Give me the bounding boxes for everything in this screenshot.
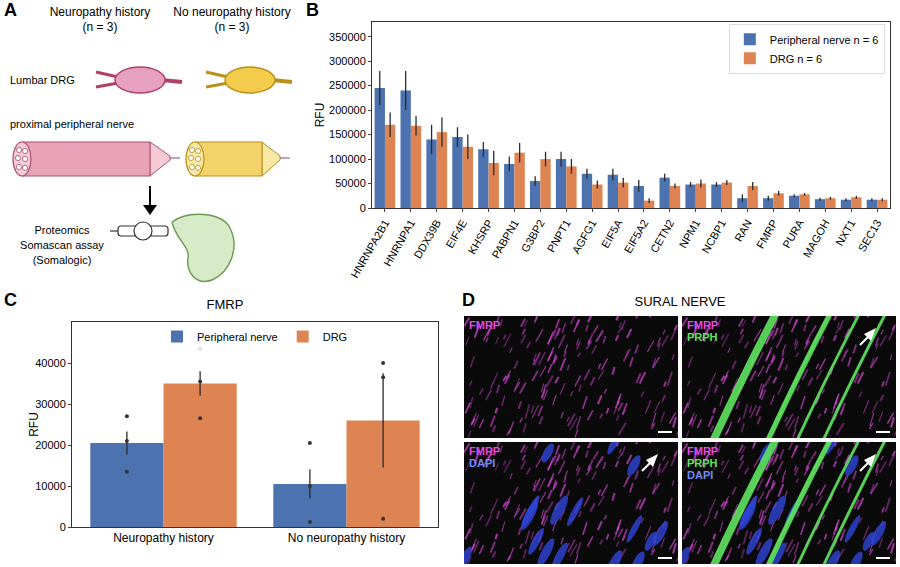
svg-text:20000: 20000 bbox=[35, 439, 66, 451]
svg-text:PNPT1: PNPT1 bbox=[545, 217, 573, 254]
svg-text:EIF5A: EIF5A bbox=[599, 217, 625, 250]
svg-text:350000: 350000 bbox=[329, 31, 366, 43]
svg-text:(n = 3): (n = 3) bbox=[82, 20, 117, 34]
svg-text:FMRP: FMRP bbox=[754, 217, 780, 250]
svg-text:FMRP: FMRP bbox=[687, 319, 718, 331]
svg-text:250000: 250000 bbox=[329, 79, 366, 91]
svg-text:200000: 200000 bbox=[329, 104, 366, 116]
svg-text:Somascan assay: Somascan assay bbox=[20, 239, 104, 251]
svg-text:NCBP1: NCBP1 bbox=[699, 217, 728, 255]
html-text:A: A bbox=[4, 0, 17, 20]
svg-text:MAGOH: MAGOH bbox=[801, 217, 832, 259]
svg-text:DAPI: DAPI bbox=[687, 469, 713, 481]
svg-text:FMRP: FMRP bbox=[687, 445, 718, 457]
svg-text:10000: 10000 bbox=[35, 480, 66, 492]
html-text:B: B bbox=[306, 0, 319, 20]
svg-text:No neuropathy history: No neuropathy history bbox=[173, 5, 290, 19]
svg-text:40000: 40000 bbox=[35, 357, 66, 369]
svg-text:PABPN1: PABPN1 bbox=[489, 217, 521, 260]
svg-text:RFU: RFU bbox=[27, 412, 41, 437]
svg-text:SURAL NERVE: SURAL NERVE bbox=[634, 294, 725, 309]
svg-text:Peripheral nerve: Peripheral nerve bbox=[197, 331, 278, 343]
svg-text:30000: 30000 bbox=[35, 398, 66, 410]
html-text:C: C bbox=[4, 290, 17, 310]
svg-text:DRG n = 6: DRG n = 6 bbox=[770, 53, 822, 65]
svg-text:0: 0 bbox=[360, 202, 366, 214]
html-text:D: D bbox=[462, 290, 475, 310]
svg-text:FMRP: FMRP bbox=[207, 297, 244, 312]
svg-text:Peripheral nerve n = 6: Peripheral nerve n = 6 bbox=[770, 34, 879, 46]
svg-text:Proteomics: Proteomics bbox=[34, 224, 90, 236]
svg-text:KHSRP: KHSRP bbox=[466, 217, 495, 256]
svg-text:No neuropathy history: No neuropathy history bbox=[288, 531, 405, 545]
svg-text:HNRNPA1: HNRNPA1 bbox=[381, 217, 417, 268]
svg-text:EIF4E: EIF4E bbox=[443, 217, 469, 249]
svg-text:proximal peripheral nerve: proximal peripheral nerve bbox=[10, 118, 134, 130]
svg-text:(n = 3): (n = 3) bbox=[214, 20, 249, 34]
svg-text:G3BP2: G3BP2 bbox=[519, 217, 547, 254]
svg-text:DDX39B: DDX39B bbox=[411, 217, 443, 260]
svg-text:SEC13: SEC13 bbox=[856, 217, 884, 253]
svg-text:PRPH: PRPH bbox=[687, 331, 718, 343]
svg-text:50000: 50000 bbox=[335, 177, 366, 189]
svg-text:300000: 300000 bbox=[329, 55, 366, 67]
svg-text:100000: 100000 bbox=[329, 153, 366, 165]
svg-text:Neuropathy history: Neuropathy history bbox=[50, 5, 151, 19]
svg-text:AGFG1: AGFG1 bbox=[570, 217, 599, 255]
svg-text:Neuropathy history: Neuropathy history bbox=[113, 531, 214, 545]
svg-text:PURA: PURA bbox=[780, 217, 806, 250]
svg-text:NXT1: NXT1 bbox=[833, 217, 857, 247]
svg-text:CETN2: CETN2 bbox=[648, 217, 676, 254]
svg-text:HNRNPA2B1: HNRNPA2B1 bbox=[348, 217, 391, 279]
svg-text:(Somalogic): (Somalogic) bbox=[33, 254, 92, 266]
svg-text:DRG: DRG bbox=[323, 331, 347, 343]
svg-text:RFU: RFU bbox=[313, 103, 327, 128]
svg-text:150000: 150000 bbox=[329, 128, 366, 140]
svg-text:FMRP: FMRP bbox=[469, 445, 500, 457]
svg-text:EIF5A2: EIF5A2 bbox=[622, 217, 651, 255]
svg-text:DAPI: DAPI bbox=[469, 457, 495, 469]
svg-text:FMRP: FMRP bbox=[469, 319, 500, 331]
svg-text:Lumbar DRG: Lumbar DRG bbox=[10, 74, 75, 86]
svg-text:0: 0 bbox=[60, 521, 66, 533]
svg-text:RAN: RAN bbox=[732, 217, 754, 243]
svg-text:NPM1: NPM1 bbox=[677, 217, 703, 249]
svg-text:PRPH: PRPH bbox=[687, 457, 718, 469]
